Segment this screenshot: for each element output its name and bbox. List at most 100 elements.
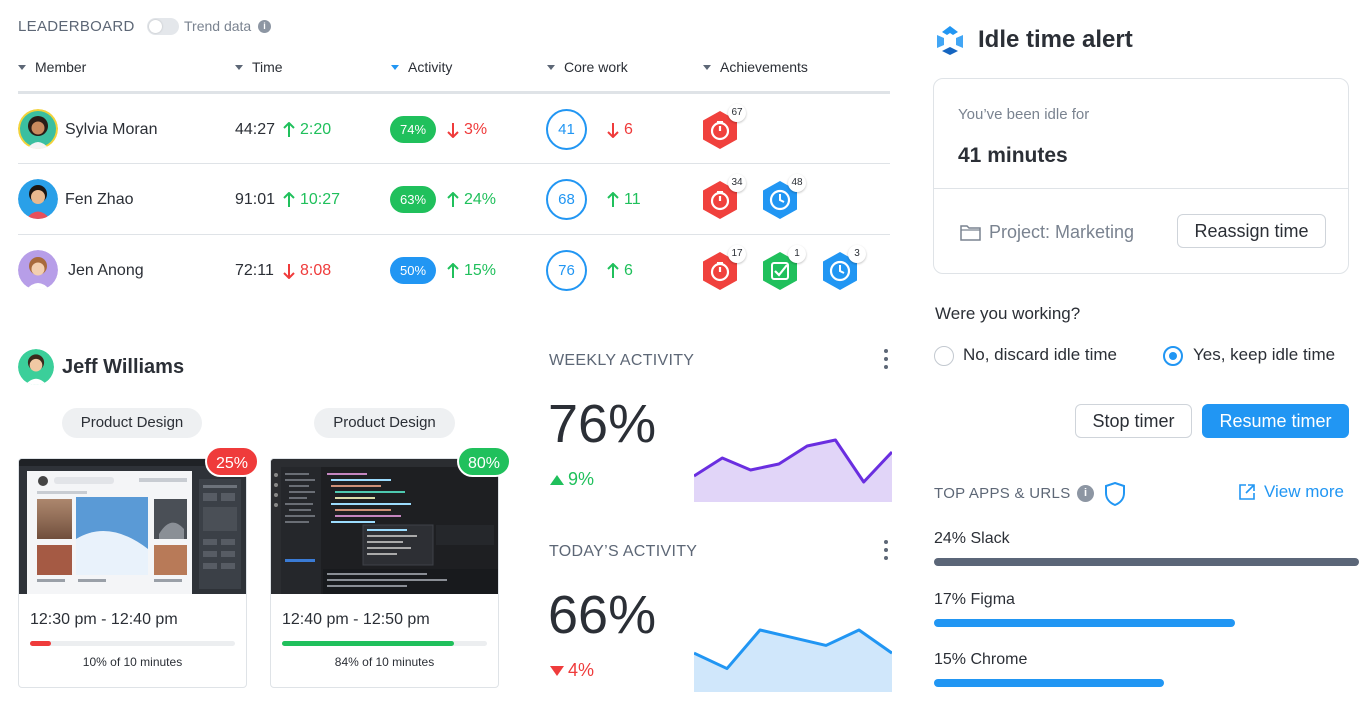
stop-timer-button[interactable]: Stop timer — [1075, 404, 1192, 438]
column-header-achievements[interactable]: Achievements — [703, 59, 808, 75]
column-header-core-work[interactable]: Core work — [547, 59, 628, 75]
screenshot-card[interactable]: 12:40 pm - 12:50 pm 84% of 10 minutes — [270, 458, 499, 688]
arrow-up-icon — [447, 263, 459, 278]
today-activity-delta: 4% — [550, 660, 594, 681]
info-icon[interactable]: i — [258, 20, 271, 33]
achievement-count: 67 — [728, 104, 746, 122]
avatar[interactable] — [18, 179, 58, 219]
view-more-label: View more — [1264, 482, 1344, 501]
app-usage-bar — [934, 619, 1235, 627]
activity-delta: 3% — [447, 121, 487, 139]
screenshot-thumbnail[interactable] — [271, 459, 498, 594]
resume-timer-button[interactable]: Resume timer — [1202, 404, 1349, 438]
sort-caret-icon — [18, 64, 26, 70]
weekly-delta-value: 9% — [568, 469, 595, 489]
screenshot-progress-fill — [30, 641, 51, 646]
today-activity-value: 66% — [548, 585, 657, 645]
screenshot-time-range: 12:40 pm - 12:50 pm — [282, 611, 430, 628]
achievement-badge[interactable]: 67 — [700, 104, 746, 150]
today-activity-sparkline — [694, 628, 892, 692]
sort-caret-icon — [235, 64, 243, 70]
discard-idle-radio[interactable] — [934, 346, 954, 366]
arrow-down-icon — [607, 123, 619, 138]
arrow-up-icon — [283, 192, 295, 207]
sort-caret-icon — [391, 64, 399, 70]
column-header-label: Achievements — [720, 59, 808, 75]
achievement-badge[interactable]: 3 — [820, 245, 866, 291]
avatar[interactable] — [18, 109, 58, 149]
avatar[interactable] — [18, 250, 58, 290]
info-icon[interactable]: i — [1077, 485, 1094, 502]
keep-idle-radio[interactable] — [1163, 346, 1183, 366]
achievement-badge[interactable]: 17 — [700, 245, 746, 291]
weekly-activity-title: WEEKLY ACTIVITY — [549, 352, 695, 369]
leaderboard-title: LEADERBOARD — [18, 18, 135, 35]
member-name[interactable]: Fen Zhao — [65, 191, 134, 208]
today-activity-title: TODAY’S ACTIVITY — [549, 543, 698, 560]
sparkline-line — [694, 628, 892, 671]
app-usage-label: 24% Slack — [934, 530, 1010, 547]
sparkline-area — [694, 440, 892, 502]
activity-pill: 50% — [390, 257, 436, 284]
achievement-count: 48 — [788, 174, 806, 192]
core-work-ring: 68 — [546, 179, 587, 220]
arrow-up-icon — [607, 263, 619, 278]
app-usage-bar — [934, 679, 1164, 687]
row-divider — [18, 163, 890, 164]
keep-idle-label[interactable]: Yes, keep idle time — [1193, 345, 1336, 364]
column-header-label: Core work — [564, 59, 628, 75]
time-delta-value: 8:08 — [300, 262, 332, 279]
core-delta-value: 6 — [624, 262, 633, 279]
top-apps-title: TOP APPS & URLS — [934, 485, 1071, 502]
column-header-activity[interactable]: Activity — [391, 59, 452, 75]
view-more-link[interactable]: View more — [1238, 482, 1344, 502]
achievement-badge[interactable]: 1 — [760, 245, 806, 291]
column-header-member[interactable]: Member — [18, 59, 86, 75]
column-header-label: Time — [252, 59, 283, 75]
sparkline-line — [694, 438, 892, 484]
avatar[interactable] — [18, 349, 54, 385]
column-header-time[interactable]: Time — [235, 59, 283, 75]
activity-percent-badge: 25% — [205, 446, 260, 477]
achievement-count: 1 — [788, 245, 806, 263]
time-value: 72:11 — [235, 262, 274, 279]
trend-data-toggle[interactable] — [147, 18, 179, 35]
activity-delta-value: 15% — [464, 262, 497, 279]
weekly-activity-value: 76% — [548, 394, 657, 454]
screenshot-caption: 10% of 10 minutes — [82, 655, 183, 669]
core-delta: 6 — [607, 262, 633, 280]
idle-alert-title: Idle time alert — [978, 26, 1133, 53]
app-usage-label: 17% Figma — [934, 591, 1015, 608]
today-delta-value: 4% — [568, 660, 595, 680]
app-usage-bar — [934, 558, 1359, 566]
sparkline-area — [694, 630, 892, 692]
screenshot-time-range: 12:30 pm - 12:40 pm — [30, 611, 178, 628]
kebab-menu-icon[interactable] — [883, 540, 889, 564]
row-divider — [18, 234, 890, 235]
arrow-down-icon — [447, 123, 459, 138]
achievement-badge[interactable]: 34 — [700, 174, 746, 220]
idle-card: You’ve been idle for 41 minutes Project:… — [933, 78, 1349, 274]
screenshot-card[interactable]: 12:30 pm - 12:40 pm 10% of 10 minutes — [18, 458, 247, 688]
project-label: Project: Marketing — [989, 222, 1135, 242]
arrow-up-icon — [283, 122, 295, 137]
achievement-badge[interactable]: 48 — [760, 174, 806, 220]
time-delta: 2:20 — [283, 121, 331, 139]
achievement-count: 3 — [848, 245, 866, 263]
time-delta: 10:27 — [283, 191, 340, 209]
activity-delta-value: 24% — [464, 191, 497, 208]
discard-idle-label[interactable]: No, discard idle time — [963, 345, 1118, 364]
time-value: 44:27 — [235, 121, 276, 138]
shield-icon[interactable] — [1104, 482, 1126, 506]
member-name[interactable]: Sylvia Moran — [65, 121, 158, 138]
screenshot-caption: 84% of 10 minutes — [334, 655, 435, 669]
core-delta: 6 — [607, 121, 633, 139]
member-name[interactable]: Jen Anong — [68, 262, 144, 279]
reassign-time-button[interactable]: Reassign time — [1177, 214, 1326, 248]
core-work-ring: 76 — [546, 250, 587, 291]
header-divider — [18, 91, 890, 94]
activity-percent-badge: 80% — [457, 446, 512, 477]
toggle-knob — [149, 20, 162, 33]
screenshot-thumbnail[interactable] — [19, 459, 246, 594]
kebab-menu-icon[interactable] — [883, 349, 889, 373]
